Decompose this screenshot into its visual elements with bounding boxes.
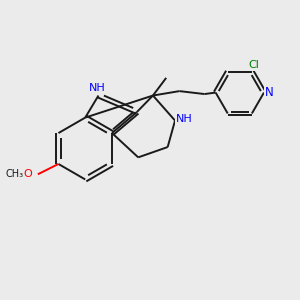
Text: NH: NH xyxy=(176,114,192,124)
Text: NH: NH xyxy=(88,83,105,93)
Text: CH₃: CH₃ xyxy=(5,169,23,179)
Text: O: O xyxy=(23,169,32,179)
Text: Cl: Cl xyxy=(248,60,259,70)
Text: N: N xyxy=(265,86,274,99)
